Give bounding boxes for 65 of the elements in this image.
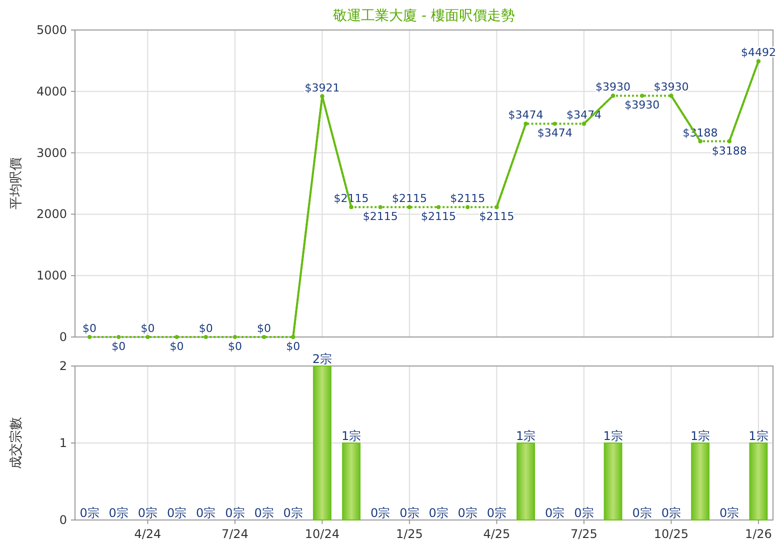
data-label: 0宗 [545, 506, 565, 520]
data-label: 1宗 [516, 429, 536, 443]
data-label: $2115 [392, 192, 427, 206]
data-label: 1宗 [603, 429, 623, 443]
data-label: $3474 [537, 126, 572, 140]
y-axis-title: 成交宗數 [8, 417, 24, 469]
data-label: 0宗 [166, 506, 187, 520]
data-label: 0宗 [486, 506, 507, 520]
x-tick-label: 4/25 [483, 527, 510, 541]
x-tick-label: 7/25 [570, 527, 598, 541]
data-label: $2115 [362, 210, 398, 224]
data-label: 0宗 [458, 506, 478, 520]
data-label: 0宗 [720, 506, 740, 520]
data-label: 1宗 [341, 429, 362, 443]
y-tick-label: 4000 [36, 84, 67, 98]
x-tick-label: 10/25 [654, 527, 689, 541]
data-label: 0宗 [632, 506, 652, 520]
data-label: $2115 [450, 192, 486, 206]
y-tick-label: 0 [59, 513, 67, 527]
data-label: $3474 [508, 108, 544, 122]
data-label: $3930 [654, 80, 689, 94]
data-label: $0 [228, 340, 242, 353]
data-label: $0 [140, 322, 155, 335]
y-tick-label: 2000 [36, 207, 67, 222]
chart-title: 敬運工業大廈 - 樓面呎價走勢 [333, 8, 515, 24]
y-tick-label: 0 [59, 330, 67, 344]
y-tick-label: 1 [59, 436, 67, 450]
y-tick-label: 2 [59, 359, 67, 373]
data-label: 0宗 [196, 506, 216, 520]
data-label: $4492 [740, 46, 776, 60]
data-label: $2115 [421, 210, 456, 224]
x-tick-label: 10/24 [304, 527, 340, 541]
data-label: $0 [170, 340, 184, 353]
data-label: 0宗 [138, 506, 158, 520]
data-label: $3930 [624, 98, 660, 112]
x-tick-label: 1/26 [744, 527, 772, 541]
data-label: $3188 [712, 144, 747, 158]
data-label: 0宗 [254, 506, 274, 520]
data-label: 0宗 [80, 506, 100, 520]
data-label: $0 [286, 340, 300, 353]
data-label: 0宗 [370, 506, 390, 520]
data-label: 1宗 [748, 429, 768, 443]
data-label: $2115 [479, 210, 514, 224]
data-label: 1宗 [690, 429, 710, 443]
data-label: $0 [198, 322, 213, 335]
x-tick-label: 7/24 [221, 527, 248, 541]
data-label: $0 [82, 322, 97, 335]
y-tick-label: 3000 [36, 146, 67, 160]
data-label: 0宗 [225, 506, 245, 520]
data-label: 0宗 [108, 506, 128, 520]
data-label: $0 [112, 340, 126, 353]
x-tick-label: 4/24 [134, 527, 162, 541]
y-axis-title: 平均呎價 [9, 158, 24, 210]
y-tick-label: 1000 [36, 268, 67, 283]
data-label: 0宗 [400, 506, 420, 520]
data-label: $3921 [304, 81, 340, 94]
data-label: $0 [257, 322, 272, 335]
data-label: 0宗 [661, 506, 682, 520]
data-label: 0宗 [428, 506, 448, 520]
x-tick-label: 1/25 [396, 527, 423, 541]
data-label: 0宗 [574, 506, 594, 520]
data-label: $3930 [596, 80, 631, 94]
data-label: 2宗 [312, 352, 332, 366]
data-label: 0宗 [283, 506, 303, 520]
y-tick-label: 5000 [36, 23, 67, 37]
